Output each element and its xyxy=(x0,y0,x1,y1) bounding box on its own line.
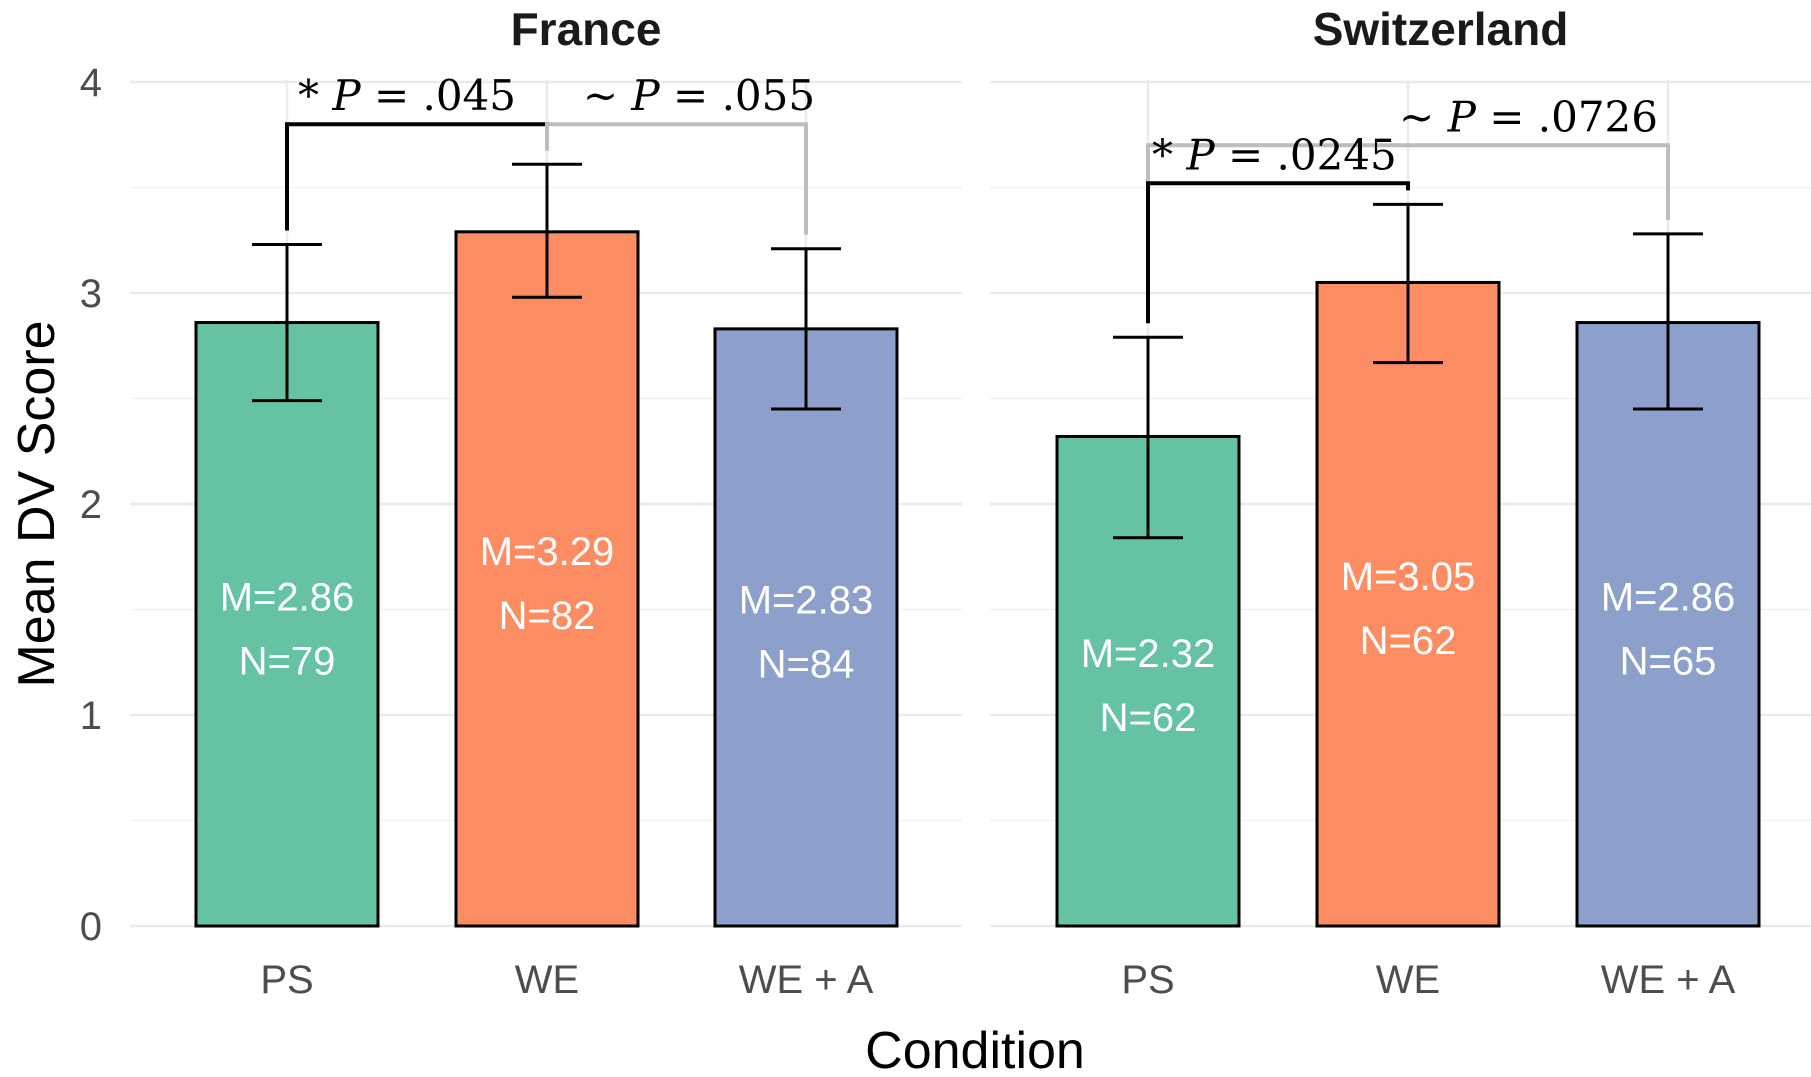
bar-label-n: N=79 xyxy=(239,639,336,683)
bar-label-n: N=62 xyxy=(1360,619,1457,663)
significance-label: * P = .045 xyxy=(298,71,516,120)
significance-label: * P = .0245 xyxy=(1152,130,1397,179)
y-tick-label: 4 xyxy=(80,61,102,105)
x-axis-title: Condition xyxy=(865,1022,1085,1077)
significance-p-value: = .0245 xyxy=(1215,130,1397,179)
x-tick-label: WE + A xyxy=(1601,958,1736,1002)
plot-layer: 0 1 2 3 4 France M=2.86 N=79 PS M=3.29 N=82 WE M=2.8… xyxy=(80,3,1811,1002)
x-tick-label: WE + A xyxy=(739,958,874,1002)
bar-label-n: N=65 xyxy=(1620,639,1717,683)
significance-label: ~ P = .055 xyxy=(583,71,815,120)
significance-p-label: P xyxy=(1447,92,1477,141)
significance-p-label: P xyxy=(630,71,660,120)
y-tick-label: 3 xyxy=(80,272,102,316)
x-tick-label: WE xyxy=(1376,958,1440,1002)
bar-label-mean: M=2.32 xyxy=(1081,632,1216,676)
significance-p-value: = .055 xyxy=(660,71,815,120)
bar-label-mean: M=2.86 xyxy=(220,575,355,619)
bar xyxy=(713,327,899,928)
x-tick-label: PS xyxy=(1121,958,1174,1002)
significance-p-value: = .0726 xyxy=(1476,92,1658,141)
y-axis-title: Mean DV Score xyxy=(8,320,66,687)
significance-symbol: * xyxy=(1152,130,1186,179)
bar-label-mean: M=3.29 xyxy=(480,530,615,574)
y-tick-label: 1 xyxy=(80,694,102,738)
significance-symbol: * xyxy=(298,71,332,120)
panel-title: Switzerland xyxy=(1313,3,1569,55)
bar-label-n: N=62 xyxy=(1100,696,1197,740)
bar-label-mean: M=2.83 xyxy=(739,578,874,622)
bar xyxy=(1315,280,1501,928)
significance-bracket xyxy=(545,122,808,235)
bar-label-mean: M=3.05 xyxy=(1341,555,1476,599)
x-tick-label: PS xyxy=(260,958,313,1002)
significance-p-label: P xyxy=(1185,130,1215,179)
significance-bracket xyxy=(1146,181,1410,324)
significance-symbol: ~ xyxy=(1399,92,1448,141)
significance-p-label: P xyxy=(331,71,361,120)
y-tick-label: 2 xyxy=(80,483,102,527)
bar-label-n: N=82 xyxy=(499,594,596,638)
bar-label-mean: M=2.86 xyxy=(1601,575,1736,619)
bar-label-n: N=84 xyxy=(758,642,855,686)
significance-symbol: ~ xyxy=(583,71,632,120)
significance-bracket xyxy=(285,122,549,231)
y-tick-label: 0 xyxy=(80,905,102,949)
bar xyxy=(1575,321,1761,928)
bar xyxy=(454,230,640,928)
bar xyxy=(194,321,380,928)
x-tick-label: WE xyxy=(515,958,579,1002)
significance-p-value: = .045 xyxy=(361,71,516,120)
significance-label: ~ P = .0726 xyxy=(1399,92,1658,141)
bar xyxy=(1055,434,1241,928)
panel-title: France xyxy=(511,3,662,55)
